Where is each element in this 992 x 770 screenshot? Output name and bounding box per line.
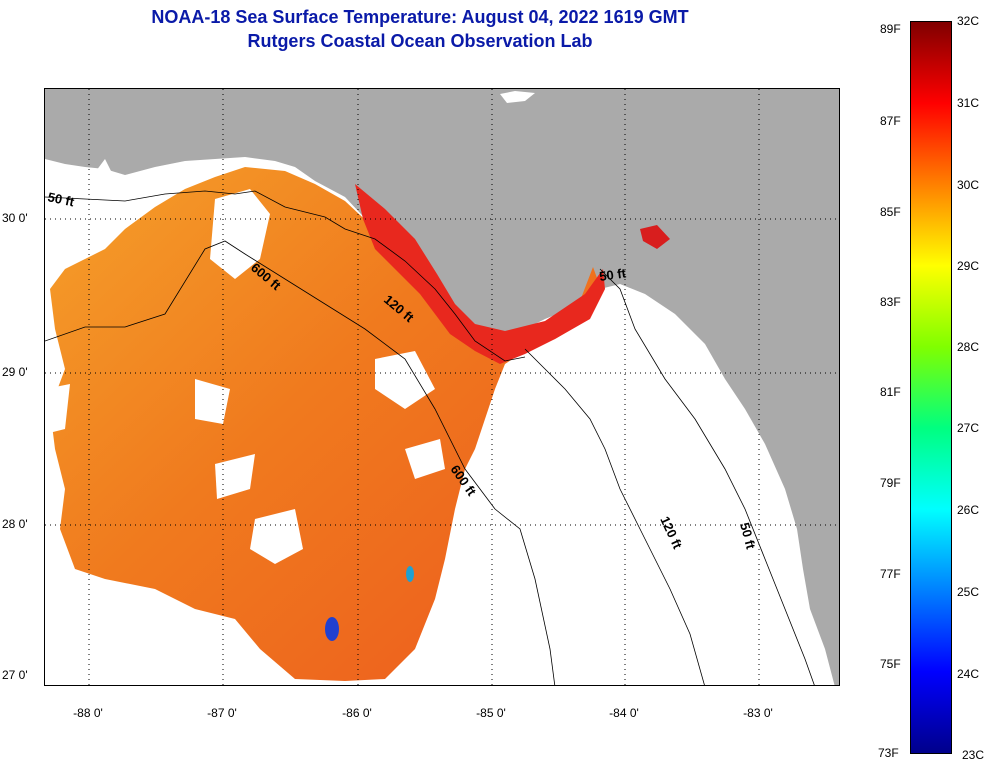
- lon-label-88: -88 0': [73, 706, 103, 720]
- cb-f-label: 83F: [880, 295, 901, 309]
- title-line-1: NOAA-18 Sea Surface Temperature: August …: [151, 7, 689, 27]
- lat-label-27: 27 0': [2, 668, 28, 682]
- lon-label-85: -85 0': [476, 706, 506, 720]
- lon-label-86: -86 0': [342, 706, 372, 720]
- lat-label-28: 28 0': [2, 517, 28, 531]
- cloud-patch: [500, 91, 535, 103]
- land-mass: [45, 89, 839, 685]
- contour-label: 50 ft: [598, 265, 627, 284]
- cb-f-label: 79F: [880, 476, 901, 490]
- cb-c-label: 26C: [957, 503, 980, 517]
- sst-map-canvas: 50 ft 600 ft 120 ft 50 ft 600 ft 120 ft …: [45, 89, 839, 685]
- lon-label-84: -84 0': [609, 706, 639, 720]
- cool-spot: [406, 566, 414, 582]
- cb-c-label: 24C: [957, 667, 980, 681]
- cb-f-label: 73F: [878, 746, 899, 760]
- contour-label: 50 ft: [737, 521, 759, 551]
- contour-label: 50 ft: [46, 189, 76, 209]
- cb-c-label: 31C: [957, 96, 980, 110]
- cb-f-label: 81F: [880, 385, 901, 399]
- contour-label: 120 ft: [657, 514, 685, 552]
- lat-label-29: 29 0': [2, 365, 28, 379]
- cb-c-label: 28C: [957, 340, 980, 354]
- cb-f-label: 85F: [880, 205, 901, 219]
- cb-f-label: 87F: [880, 114, 901, 128]
- lat-label-30: 30 0': [2, 211, 28, 225]
- sst-hot-spot: [640, 225, 670, 249]
- cool-spot: [325, 617, 339, 641]
- cb-f-label: 77F: [880, 567, 901, 581]
- lon-label-87: -87 0': [207, 706, 237, 720]
- cb-c-label: 32C: [957, 14, 980, 28]
- sst-field: [50, 167, 601, 681]
- temperature-colorbar: [910, 21, 952, 754]
- lon-label-83: -83 0': [743, 706, 773, 720]
- cb-c-label: 25C: [957, 585, 980, 599]
- cb-f-label: 75F: [880, 657, 901, 671]
- cb-f-label: 89F: [880, 22, 901, 36]
- cb-c-label: 23C: [962, 748, 985, 762]
- title-line-2: Rutgers Coastal Ocean Observation Lab: [247, 31, 593, 51]
- sst-hot-band: [355, 184, 605, 364]
- sst-map: 50 ft 600 ft 120 ft 50 ft 600 ft 120 ft …: [44, 88, 840, 686]
- cb-c-label: 30C: [957, 178, 980, 192]
- cb-c-label: 27C: [957, 421, 980, 435]
- cb-c-label: 29C: [957, 259, 980, 273]
- depth-contours: [45, 190, 815, 685]
- no-data-patches: [45, 159, 445, 564]
